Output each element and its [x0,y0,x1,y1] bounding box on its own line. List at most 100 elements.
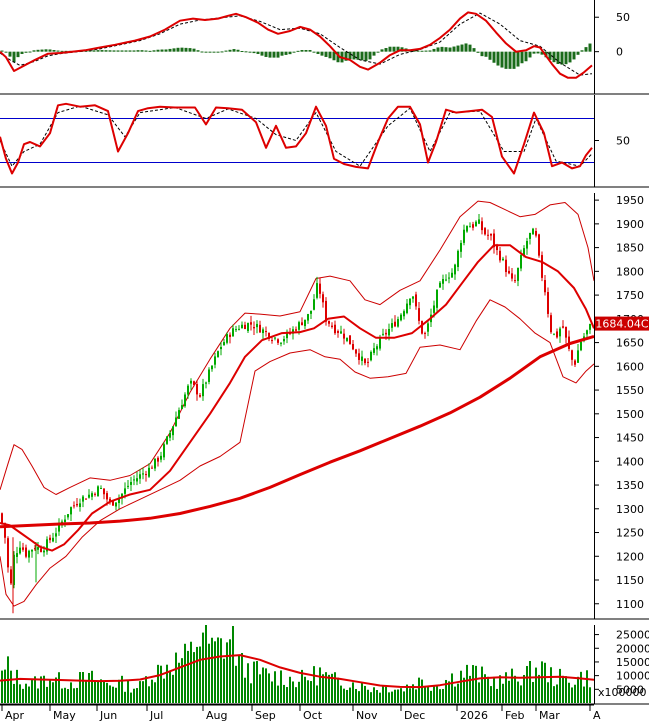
volume-bar [382,686,384,703]
volume-bar [421,679,423,703]
price-candle-body [136,478,138,482]
volume-bar [583,686,585,703]
price-candle-body [529,232,531,239]
macd-histogram-bar [332,51,336,61]
sma20-line [0,244,595,552]
macd-histogram-bar [444,47,448,52]
price-candle-body [271,340,273,342]
price-candle-body [109,498,111,503]
volume-bar [43,675,45,703]
volume-bar [505,672,507,703]
volume-bar [394,689,396,703]
price-candle-body [70,507,72,515]
price-candle-body [52,537,54,542]
price-candle-body [112,500,114,506]
price-candle-body [268,333,270,339]
macd-y-tick-label: 50 [616,11,630,24]
price-candle-body [22,547,24,550]
volume-bar [544,662,546,703]
macd-histogram-bar [256,51,260,54]
price-candle-body [343,333,345,339]
macd-histogram-bar [500,51,504,68]
volume-bar [580,671,582,703]
volume-bar [469,675,471,703]
price-candle-body [484,228,486,235]
macd-histogram-bar [360,51,364,61]
price-candle-body [241,324,243,329]
volume-bar [358,691,360,703]
price-candle-body [130,481,132,485]
macd-histogram-bar [224,50,228,52]
volume-bar [169,671,171,703]
price-candle-body [562,326,564,328]
price-candle-body [19,547,21,554]
price-candle-body [244,324,246,330]
price-candle-body [346,337,348,341]
volume-bar [463,677,465,703]
price-candle-body [469,226,471,228]
volume-bar [172,674,174,703]
price-candle-body [16,553,18,557]
price-candle-body [535,230,537,236]
macd-histogram-bar [48,49,52,52]
volume-bar [88,672,90,703]
macd-histogram-bar [520,51,524,64]
volume-bar [193,652,195,703]
volume-bar [454,686,456,703]
price-y-tick-label: 1950 [616,194,644,207]
volume-bar [397,689,399,703]
x-tick-label: Apr [5,709,25,722]
price-candle-body [142,473,144,475]
volume-bar [157,664,159,703]
price-candle-body [154,458,156,469]
macd-histogram-bar [516,51,520,67]
price-candle-body [199,395,201,397]
volume-bar [118,679,120,703]
price-candle-body [55,533,57,537]
sma200-line [0,334,595,529]
macd-histogram-bar [104,50,108,52]
macd-histogram-bar [416,50,420,52]
price-candle-body [205,382,207,384]
price-candle-body [178,410,180,419]
price-candle-body [190,380,192,384]
macd-histogram-bar [88,50,92,52]
price-candle-body [307,314,309,321]
macd-histogram-bar [20,51,24,54]
price-candle-body [331,325,333,327]
price-candle-body [523,248,525,257]
volume-bar [295,687,297,703]
price-candle-body [301,322,303,326]
macd-histogram-bar [476,51,480,53]
macd-histogram-bar [280,51,284,56]
price-candle-body [97,486,99,497]
price-candle-body [4,523,6,538]
volume-bar [286,687,288,703]
volume-bar [253,661,255,703]
volume-y-tick-label: 10000 [616,670,649,683]
price-candle-body [499,250,501,261]
price-candle-body [457,250,459,267]
macd-histogram-bar [372,51,376,56]
macd-histogram-bar [156,49,160,52]
macd-histogram-bar [540,51,544,55]
price-candle-body [1,513,3,524]
macd-histogram-bar [4,51,8,53]
macd-histogram-bar [284,51,288,55]
volume-bar [121,675,123,703]
volume-bar [187,650,189,703]
volume-bar [379,692,381,703]
macd-histogram-bar [304,50,308,52]
price-candle-body [64,519,66,523]
volume-bar [127,680,129,703]
macd-histogram-bar [464,43,468,52]
price-candle-body [274,337,276,339]
macd-histogram-bar [96,50,100,52]
macd-histogram-bar [588,43,592,52]
macd-histogram-bar [0,50,4,52]
volume-bar [202,632,204,703]
volume-bar [298,681,300,703]
price-candle-body [448,277,450,279]
volume-bar [34,676,36,703]
